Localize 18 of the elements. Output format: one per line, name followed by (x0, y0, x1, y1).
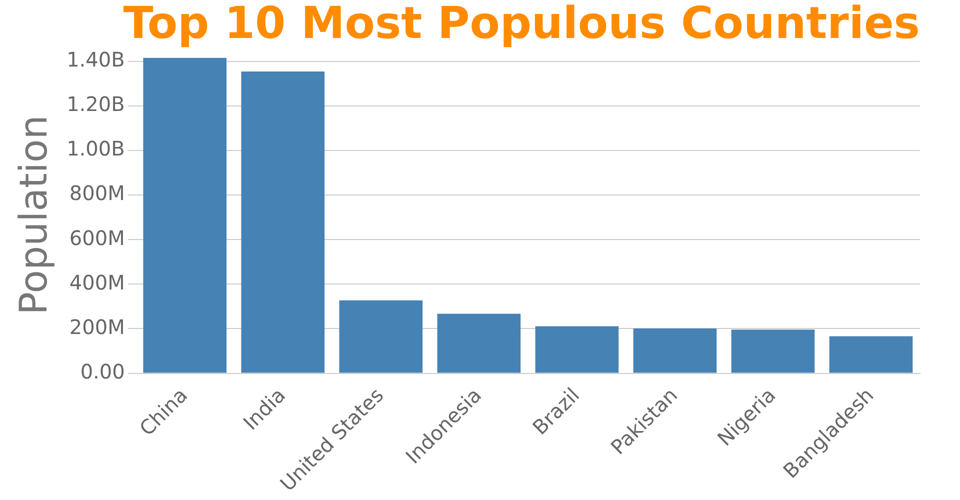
bar (339, 300, 423, 373)
bar (731, 330, 815, 373)
bar (535, 326, 619, 373)
y-tick-label: 200M (69, 314, 125, 339)
y-tick-label: 1.40B (66, 47, 125, 72)
bar (143, 58, 227, 373)
y-tick-label: 1.00B (66, 136, 125, 161)
y-axis-title: Population (12, 115, 56, 315)
bar (829, 336, 913, 373)
y-tick-label: 1.20B (66, 92, 125, 116)
bar (241, 72, 325, 373)
bar (437, 314, 521, 373)
y-tick-label: 600M (69, 226, 125, 250)
chart-title: Top 10 Most Populous Countries (123, 0, 920, 49)
bar (633, 328, 717, 373)
y-tick-label: 800M (69, 181, 125, 206)
y-tick-label: 0.00 (80, 359, 125, 384)
y-tick-label: 400M (69, 270, 125, 294)
